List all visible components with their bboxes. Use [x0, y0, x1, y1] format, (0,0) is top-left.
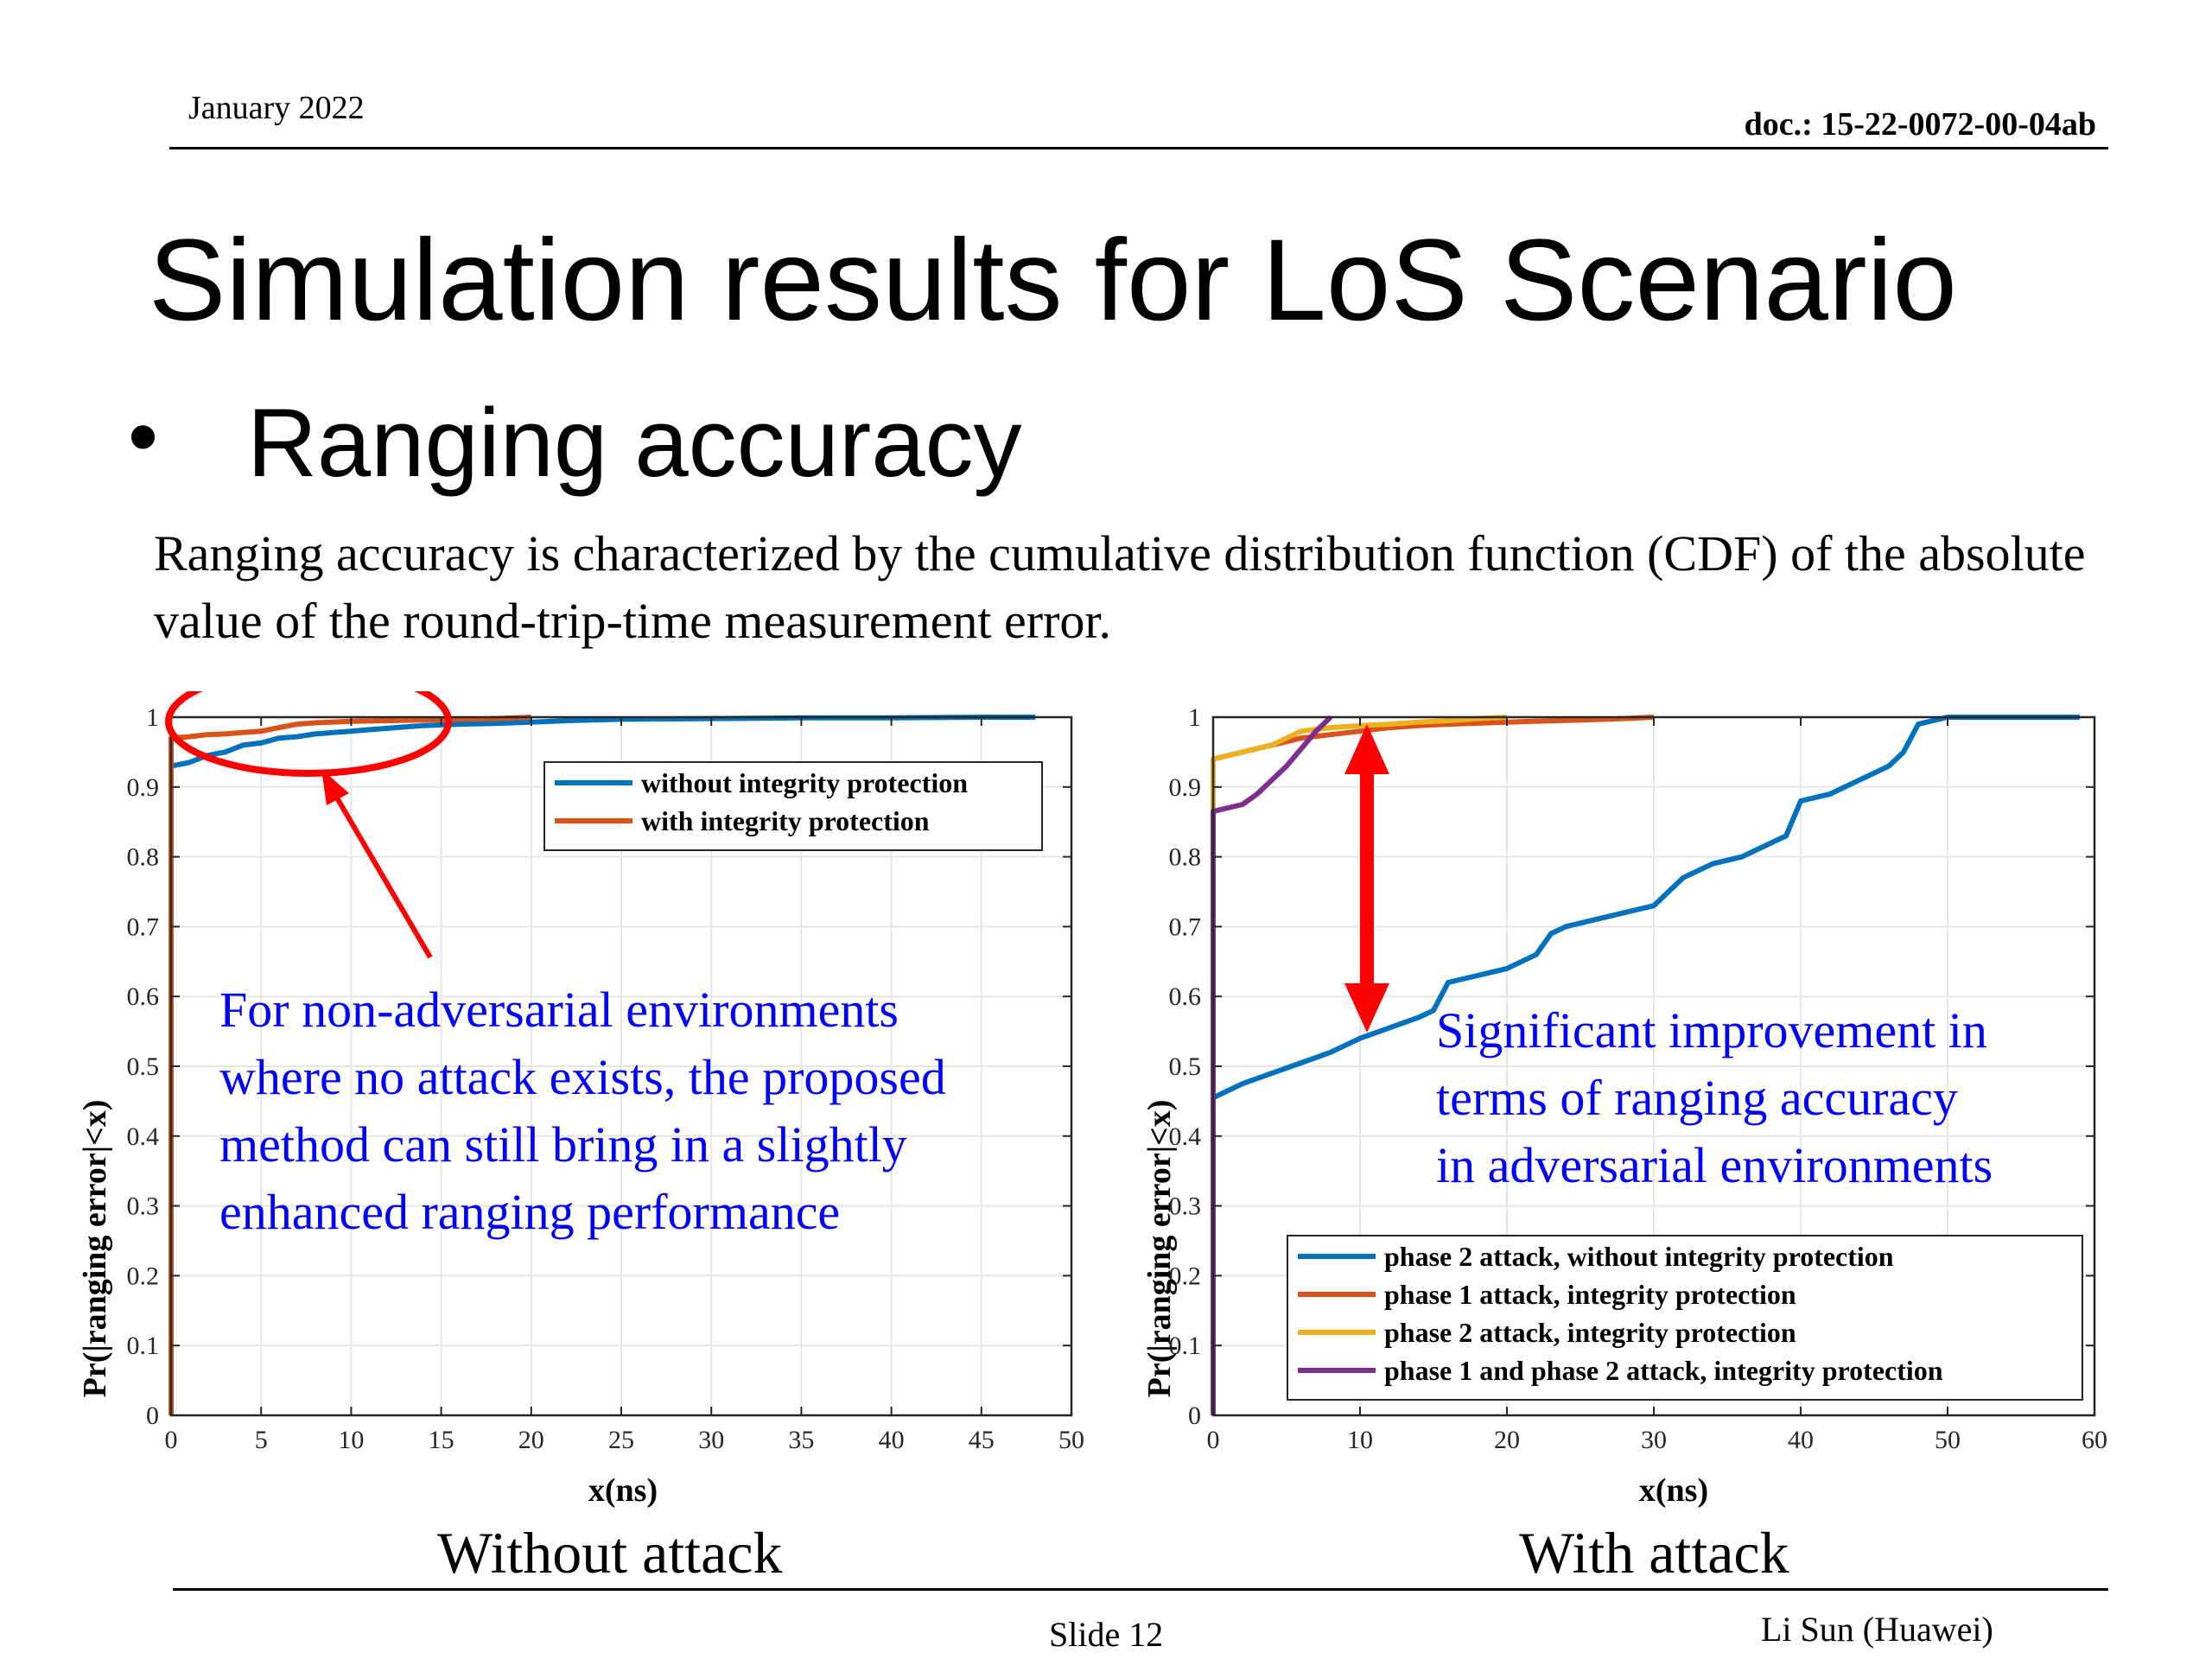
legend-entry-3: phase 1 and phase 2 attack, integrity pr… [1384, 1355, 1943, 1386]
y-tick-label: 0.3 [127, 1192, 160, 1221]
y-tick-label: 0 [146, 1402, 159, 1430]
annotation-text: For non-adversarial environments where no… [219, 982, 946, 1240]
y-tick-label: 1 [146, 703, 159, 732]
y-tick-label: 0.2 [1169, 1262, 1202, 1290]
x-tick-label: 45 [969, 1426, 995, 1454]
x-tick-label: 5 [255, 1426, 268, 1454]
x-tick-label: 50 [1935, 1426, 1961, 1454]
chart-without-attack: 0 5 10 15 20 25 30 35 40 45 50 0 0.1 0.2 0.3 0.4 0.5 0.6 0… [77, 691, 1085, 1509]
x-tick-label: 30 [1641, 1426, 1667, 1454]
x-tick-label: 10 [338, 1426, 364, 1454]
y-tick-label: 0.5 [127, 1052, 160, 1081]
y-tick-label: 0.4 [1169, 1122, 1202, 1151]
legend-box [1287, 1235, 2083, 1401]
chart-with-attack: 0 10 20 30 40 50 60 0 0.1 0.2 0.3 0.4 0.5 0.6 0.7 0.8 0.… [1141, 703, 2108, 1509]
series-line-0 [1211, 715, 2080, 1101]
annotation-arrow-head [321, 769, 349, 805]
y-axis-label: Pr(|ranging error|<x) [1141, 1100, 1178, 1398]
legend-entry-1: with integrity protection [641, 805, 930, 836]
y-tick-label: 0.6 [127, 982, 160, 1011]
annotation-line: For non-adversarial environments [219, 982, 899, 1038]
y-tick-label: 0.9 [127, 773, 160, 802]
series-line-0 [170, 715, 1036, 769]
x-tick-label: 40 [1788, 1426, 1814, 1454]
header-rule [169, 147, 2108, 149]
y-tick-label: 0.7 [1169, 912, 1202, 941]
x-axis-label: x(ns) [588, 1472, 658, 1509]
x-tick-label: 25 [608, 1426, 634, 1454]
y-axis-label: Pr(|ranging error|<x) [77, 1100, 113, 1398]
x-tick-label: 30 [698, 1426, 724, 1454]
header-date: January 2022 [188, 90, 365, 126]
series-line-2 [1211, 715, 1508, 1415]
x-tick-label: 40 [879, 1426, 905, 1454]
caption-with-attack: With attack [1519, 1520, 1789, 1586]
x-tick-label: 60 [2082, 1426, 2107, 1454]
y-tick-label: 0.1 [1169, 1332, 1202, 1360]
legend-box [543, 761, 1043, 851]
y-tick-label: 0.5 [1169, 1052, 1202, 1081]
y-tick-label: 0.1 [127, 1332, 160, 1360]
y-tick-label: 0.2 [127, 1262, 160, 1290]
annotation-line: Significant improvement in [1436, 1002, 1987, 1058]
improvement-arrow-head-bottom [1344, 983, 1389, 1033]
y-tick-label: 0.3 [1169, 1192, 1202, 1221]
x-tick-label: 0 [1207, 1426, 1220, 1454]
highlight-ellipse [165, 691, 452, 777]
bullet-dot: • [128, 388, 159, 485]
annotation-line: in adversarial environments [1436, 1137, 1993, 1193]
series-line-3 [1211, 715, 1333, 1415]
tick-labels: 0 5 10 15 20 25 30 35 40 45 50 0 0.1 0.2 0.3 0.4 0.5 0.6 0… [127, 703, 1085, 1454]
improvement-arrow-head-top [1344, 724, 1389, 774]
legend: phase 2 attack, without integrity protec… [1287, 1235, 2083, 1401]
legend: without integrity protection with integri… [543, 761, 1043, 851]
header-doc-number: doc.: 15-22-0072-00-04ab [1744, 106, 2096, 143]
y-tick-label: 0.7 [127, 912, 160, 941]
page-title: Simulation results for LoS Scenario [149, 216, 1957, 345]
annotation-text: Significant improvement in terms of rangi… [1436, 1002, 1993, 1193]
x-tick-label: 10 [1347, 1426, 1373, 1454]
x-tick-label: 35 [788, 1426, 814, 1454]
legend-entry-1: phase 1 attack, integrity protection [1384, 1279, 1796, 1310]
legend-entry-0: without integrity protection [641, 767, 968, 798]
legend-entry-2: phase 2 attack, integrity protection [1384, 1317, 1796, 1348]
y-tick-label: 0.8 [127, 843, 160, 872]
y-tick-label: 0.4 [127, 1122, 160, 1151]
x-tick-label: 20 [518, 1426, 544, 1454]
y-tick-label: 1 [1188, 703, 1201, 732]
footer-rule [173, 1588, 2108, 1591]
annotation-line: terms of ranging accuracy [1436, 1070, 1958, 1126]
series-lines [1211, 715, 2080, 1415]
bullet-heading: Ranging accuracy [247, 389, 1022, 497]
x-axis-label: x(ns) [1639, 1472, 1708, 1509]
x-tick-label: 20 [1494, 1426, 1520, 1454]
tick-labels: 0 10 20 30 40 50 60 0 0.1 0.2 0.3 0.4 0.5 0.6 0.7 0.8 0.… [1169, 703, 2108, 1454]
annotation-line: enhanced ranging performance [219, 1184, 840, 1240]
footer-slide-number: Slide 12 [1049, 1615, 1164, 1654]
x-tick-label: 50 [1058, 1426, 1084, 1454]
annotation-line: method can still bring in a slightly [219, 1116, 907, 1173]
y-tick-label: 0.9 [1169, 773, 1202, 802]
axes [169, 715, 1073, 1417]
y-tick-label: 0.6 [1169, 982, 1202, 1011]
annotation-arrow-line [333, 793, 433, 959]
legend-entry-0: phase 2 attack, without integrity protec… [1384, 1241, 1894, 1272]
annotation-line: where no attack exists, the proposed [219, 1049, 946, 1105]
y-tick-label: 0 [1188, 1402, 1201, 1430]
x-tick-label: 0 [165, 1426, 178, 1454]
x-tick-label: 15 [429, 1426, 454, 1454]
axes [1211, 715, 2096, 1417]
y-tick-label: 0.8 [1169, 843, 1202, 872]
caption-without-attack: Without attack [437, 1520, 783, 1586]
intro-paragraph: Ranging accuracy is characterized by the… [154, 525, 2086, 649]
footer-author: Li Sun (Huawei) [1761, 1610, 1993, 1649]
